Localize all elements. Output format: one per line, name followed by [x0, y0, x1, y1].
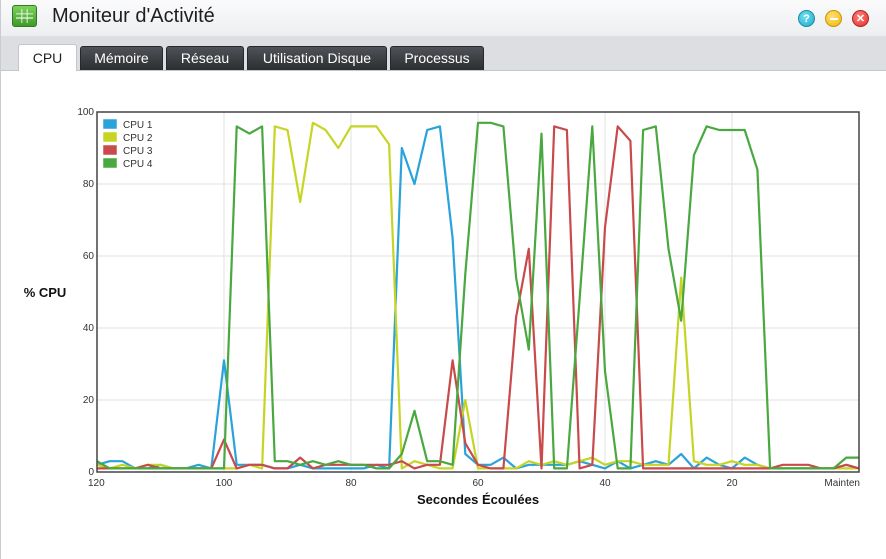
grid-lines [96, 111, 860, 473]
tab-cpu[interactable]: CPU [18, 44, 77, 71]
series-lines [96, 121, 860, 470]
legend-label-cpu-3: CPU 3 [123, 146, 153, 157]
y-tick-label: 60 [83, 251, 95, 262]
legend-label-cpu-1: CPU 1 [123, 120, 153, 131]
close-button[interactable]: ✕ [852, 10, 869, 27]
tab-bar: CPU Mémoire Réseau Utilisation Disque Pr… [1, 36, 886, 71]
series-line-cpu-4 [96, 121, 859, 470]
y-axis-label: % CPU [24, 285, 67, 300]
title-bar[interactable]: Moniteur d'Activité ? ✕ [1, 0, 886, 37]
y-tick-label: 20 [83, 395, 95, 406]
x-tick-label: 120 [88, 478, 105, 489]
legend: CPU 1 CPU 2 CPU 3 CPU 4 [102, 118, 153, 170]
plot-area-border [96, 111, 860, 473]
tab-reseau[interactable]: Réseau [166, 46, 244, 70]
x-tick-label: 40 [599, 478, 611, 489]
x-tick-label: 80 [345, 478, 357, 489]
x-tick-label: Mainten [824, 478, 860, 489]
tab-memoire[interactable]: Mémoire [80, 46, 163, 70]
legend-swatch-cpu-2 [102, 131, 118, 143]
x-tick-label: 20 [726, 478, 738, 489]
y-tick-label: 80 [83, 179, 95, 190]
tab-processus[interactable]: Processus [390, 46, 484, 70]
y-tick-label: 100 [77, 107, 94, 118]
x-tick-label: 60 [472, 478, 484, 489]
help-button[interactable]: ? [798, 10, 815, 27]
legend-label-cpu-4: CPU 4 [123, 159, 153, 170]
minimize-button[interactable] [825, 10, 842, 27]
y-tick-label: 40 [83, 323, 95, 334]
legend-swatch-cpu-4 [102, 157, 118, 169]
tab-utilisation-disque[interactable]: Utilisation Disque [247, 46, 387, 70]
legend-swatch-cpu-3 [102, 144, 118, 156]
legend-swatch-cpu-1 [102, 118, 118, 130]
window-title: Moniteur d'Activité [52, 5, 215, 27]
x-tick-label: 100 [216, 478, 233, 489]
axis-ticks: 0 20 40 60 80 100 120 100 80 60 40 20 Mainten [77, 107, 860, 489]
y-tick-label: 0 [88, 467, 94, 478]
x-axis-label: Secondes Écoulées [417, 492, 539, 507]
legend-label-cpu-2: CPU 2 [123, 133, 153, 144]
activity-monitor-icon [12, 5, 37, 27]
